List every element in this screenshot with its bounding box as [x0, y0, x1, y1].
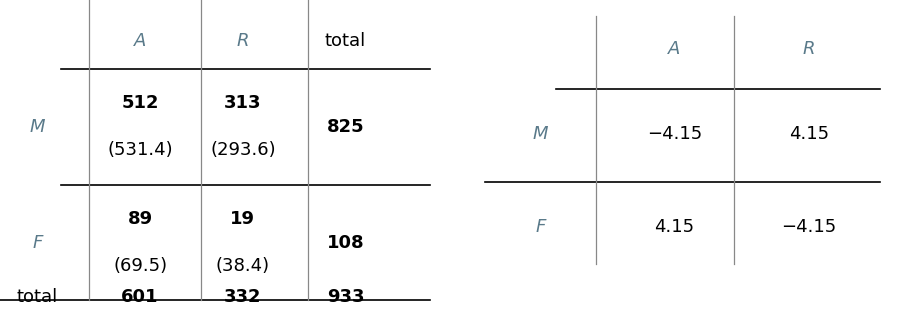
Text: 601: 601 [121, 288, 159, 306]
Text: 933: 933 [327, 288, 365, 306]
Text: 19: 19 [230, 210, 255, 228]
Text: 108: 108 [327, 233, 365, 252]
Text: 332: 332 [224, 288, 261, 306]
Text: 313: 313 [224, 94, 261, 112]
Text: 4.15: 4.15 [655, 218, 695, 236]
Text: 89: 89 [128, 210, 153, 228]
Text: (38.4): (38.4) [216, 257, 270, 275]
Text: −4.15: −4.15 [781, 218, 837, 236]
Text: M: M [30, 118, 45, 136]
Text: −4.15: −4.15 [647, 125, 702, 143]
Text: total: total [325, 32, 366, 50]
Text: M: M [533, 125, 548, 143]
Text: A: A [668, 40, 681, 59]
Text: 512: 512 [121, 94, 159, 112]
Text: R: R [803, 40, 815, 59]
Text: F: F [535, 218, 545, 236]
Text: 825: 825 [327, 118, 365, 136]
Text: total: total [17, 288, 58, 306]
Text: R: R [236, 32, 249, 50]
Text: A: A [134, 32, 146, 50]
Text: (69.5): (69.5) [113, 257, 167, 275]
Text: 4.15: 4.15 [788, 125, 829, 143]
Text: F: F [32, 233, 42, 252]
Text: (293.6): (293.6) [210, 141, 276, 159]
Text: (531.4): (531.4) [107, 141, 173, 159]
